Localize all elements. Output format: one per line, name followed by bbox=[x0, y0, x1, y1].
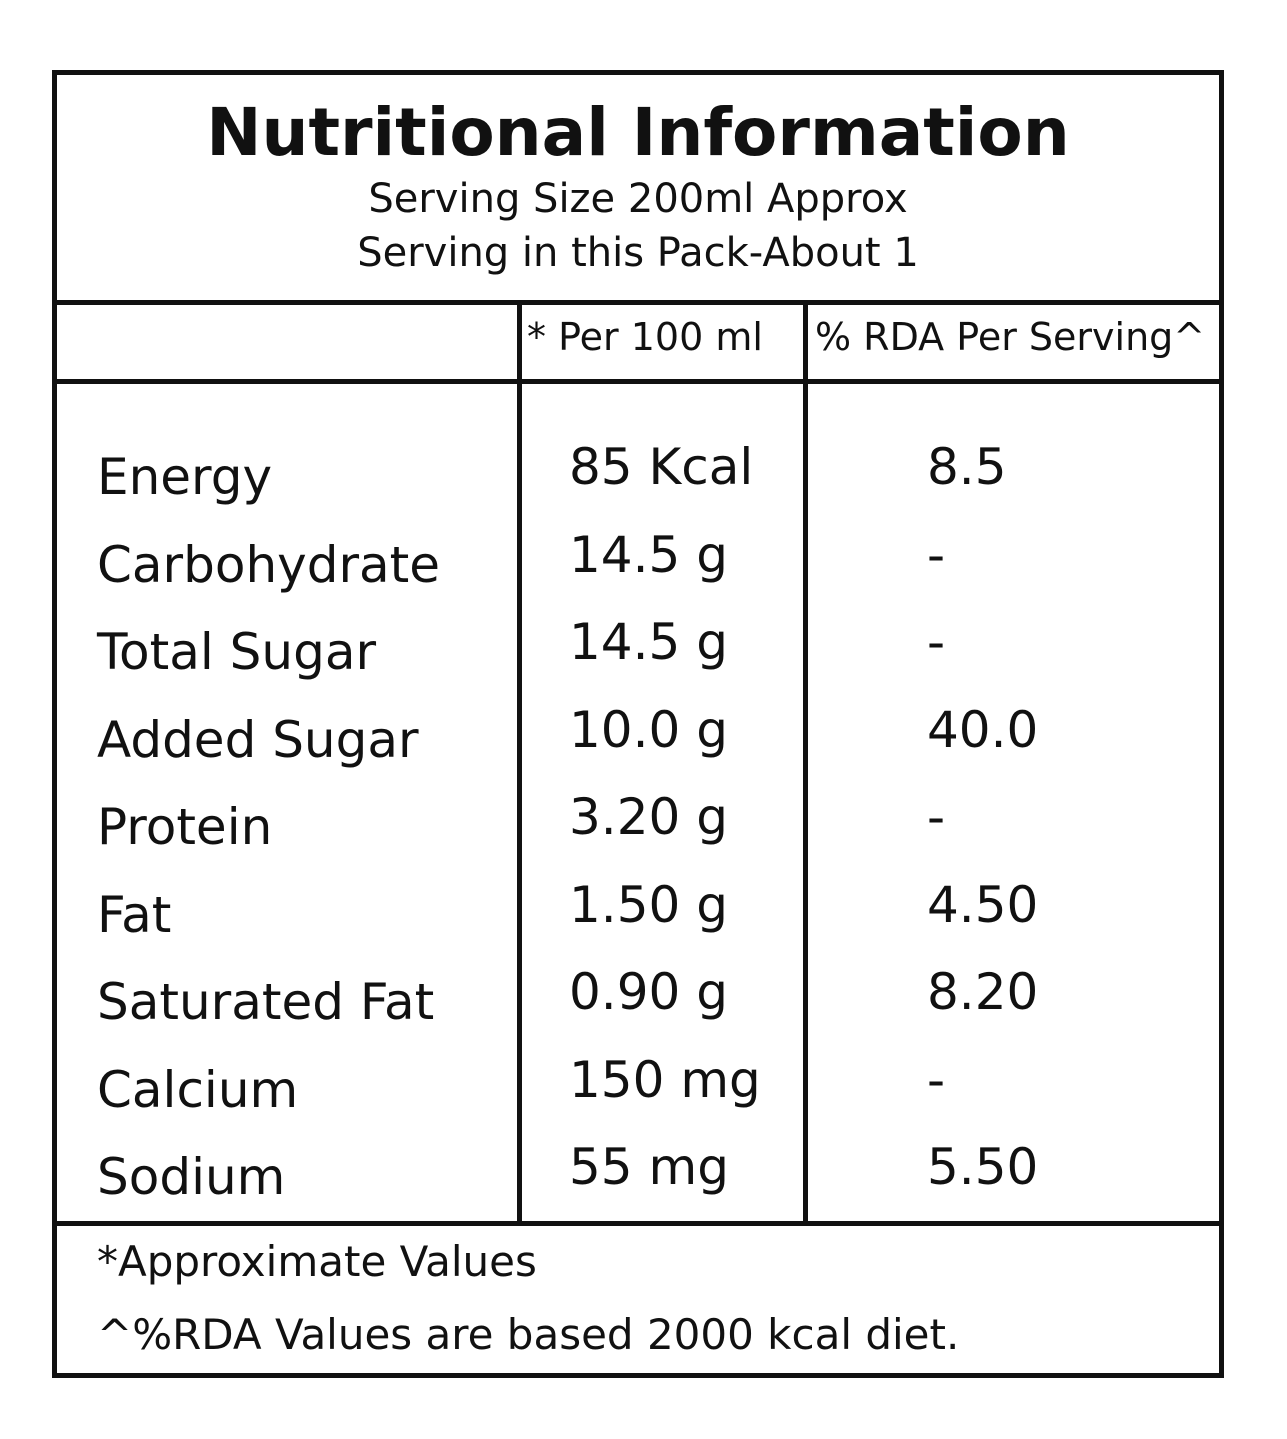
footnote-approximate: *Approximate Values bbox=[97, 1237, 537, 1286]
nutrient-value: 10.0 g bbox=[569, 701, 728, 759]
column-header-rda: % RDA Per Serving^ bbox=[815, 315, 1206, 359]
nutrient-name: Protein bbox=[97, 798, 273, 856]
nutrient-rda: 5.50 bbox=[927, 1138, 1039, 1196]
nutrient-name: Added Sugar bbox=[97, 711, 419, 769]
nutrient-rda: 40.0 bbox=[927, 701, 1039, 759]
column-header-divider bbox=[52, 379, 1224, 384]
nutrient-value: 85 Kcal bbox=[569, 438, 754, 496]
nutrient-rda: - bbox=[927, 526, 946, 584]
column-header-per-100ml: * Per 100 ml bbox=[527, 315, 763, 359]
nutrient-name: Fat bbox=[97, 886, 172, 944]
nutrient-rda: 8.5 bbox=[927, 438, 1007, 496]
nutrient-name: Energy bbox=[97, 448, 273, 506]
nutrient-rda: - bbox=[927, 613, 946, 671]
column-divider-2 bbox=[803, 300, 808, 1226]
nutrient-name: Carbohydrate bbox=[97, 536, 441, 594]
nutrient-rda: 8.20 bbox=[927, 963, 1039, 1021]
nutrient-value: 0.90 g bbox=[569, 963, 728, 1021]
serving-size: Serving Size 200ml Approx bbox=[368, 176, 908, 222]
nutrient-value: 14.5 g bbox=[569, 613, 728, 671]
nutrient-name: Total Sugar bbox=[97, 623, 377, 681]
nutrient-rda: - bbox=[927, 788, 946, 846]
nutrient-name: Sodium bbox=[97, 1148, 286, 1206]
header-divider bbox=[52, 300, 1224, 305]
nutrient-rda: - bbox=[927, 1051, 946, 1109]
servings-per-pack: Serving in this Pack-About 1 bbox=[357, 230, 919, 276]
nutrient-value: 3.20 g bbox=[569, 788, 728, 846]
nutrition-label: Nutritional Information Serving Size 200… bbox=[52, 70, 1224, 1378]
nutrient-name: Saturated Fat bbox=[97, 973, 435, 1031]
footnote-rda: ^%RDA Values are based 2000 kcal diet. bbox=[97, 1310, 960, 1359]
label-title: Nutritional Information bbox=[206, 94, 1070, 171]
nutrient-value: 14.5 g bbox=[569, 526, 728, 584]
nutrient-value: 55 mg bbox=[569, 1138, 729, 1196]
nutrient-value: 150 mg bbox=[569, 1051, 761, 1109]
column-divider-1 bbox=[517, 300, 522, 1226]
nutrient-name: Calcium bbox=[97, 1061, 299, 1119]
footer-divider bbox=[52, 1221, 1224, 1226]
nutrient-rda: 4.50 bbox=[927, 876, 1039, 934]
nutrient-value: 1.50 g bbox=[569, 876, 728, 934]
